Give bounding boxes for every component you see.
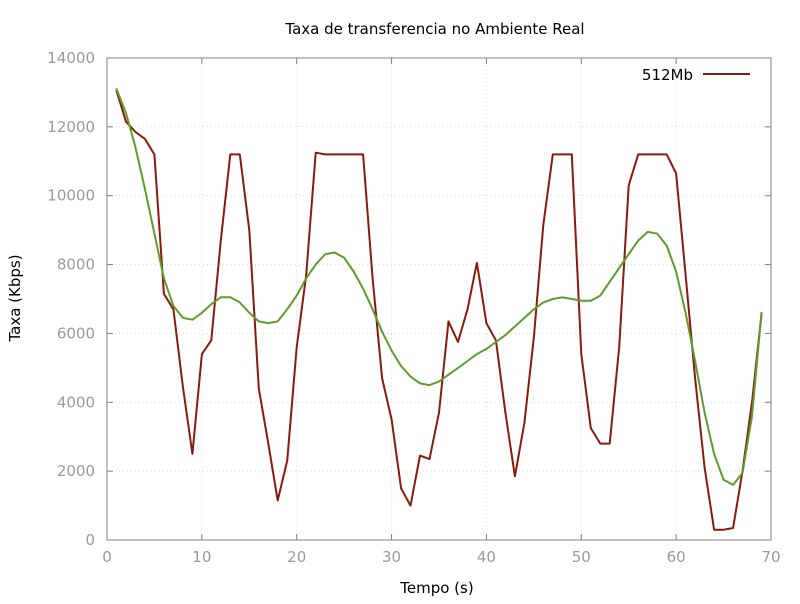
x-tick-label: 0 bbox=[102, 548, 112, 566]
x-tick-label: 10 bbox=[192, 548, 211, 566]
plot-frame bbox=[106, 57, 772, 541]
x-tick-label: 50 bbox=[572, 548, 591, 566]
y-tick-label: 2000 bbox=[57, 462, 95, 480]
x-tick-label: 20 bbox=[287, 548, 306, 566]
legend: 512Mb bbox=[642, 66, 750, 84]
y-tick-label: 14000 bbox=[47, 49, 95, 67]
series-line-1 bbox=[115, 88, 763, 486]
series-lines bbox=[115, 88, 763, 531]
x-tick-label: 40 bbox=[477, 548, 496, 566]
y-tick-label: 8000 bbox=[57, 256, 95, 274]
x-tick-label: 30 bbox=[382, 548, 401, 566]
legend-label-512mb: 512Mb bbox=[642, 66, 693, 84]
grid-lines bbox=[107, 58, 771, 540]
x-axis-label: Tempo (s) bbox=[399, 579, 473, 597]
y-tick-label: 10000 bbox=[47, 187, 95, 205]
y-tick-label: 4000 bbox=[57, 393, 95, 411]
y-axis-label: Taxa (Kbps) bbox=[6, 254, 24, 342]
series-line-512mb bbox=[115, 89, 763, 531]
x-tick-label: 60 bbox=[667, 548, 686, 566]
y-tick-label: 0 bbox=[85, 531, 95, 549]
x-tick-label: 70 bbox=[761, 548, 780, 566]
y-tick-label: 6000 bbox=[57, 324, 95, 342]
axis-ticks bbox=[106, 57, 772, 541]
tick-labels: 0 10 20 30 40 50 60 70 0 2000 4000 6000 8000 10000 120… bbox=[47, 49, 780, 566]
chart-title: Taxa de transferencia no Ambiente Real bbox=[284, 20, 584, 38]
y-tick-label: 12000 bbox=[47, 118, 95, 136]
